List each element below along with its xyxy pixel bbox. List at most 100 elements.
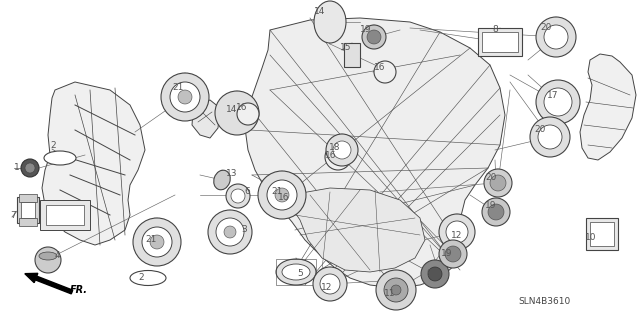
Text: 19: 19	[360, 25, 371, 33]
Circle shape	[544, 25, 568, 49]
Circle shape	[367, 30, 381, 44]
Ellipse shape	[276, 259, 316, 285]
Circle shape	[161, 73, 209, 121]
Ellipse shape	[130, 271, 166, 286]
Text: 17: 17	[547, 91, 559, 100]
Circle shape	[530, 117, 570, 157]
Circle shape	[226, 184, 250, 208]
Circle shape	[538, 125, 562, 149]
Text: 16: 16	[325, 151, 337, 160]
Bar	[21, 202, 35, 218]
Circle shape	[258, 171, 306, 219]
Text: 8: 8	[492, 26, 498, 34]
Circle shape	[490, 175, 506, 191]
Text: 16: 16	[374, 63, 385, 72]
Text: 18: 18	[329, 143, 340, 152]
Text: 3: 3	[241, 226, 247, 234]
Bar	[276, 259, 316, 285]
Circle shape	[326, 134, 358, 166]
Circle shape	[391, 285, 401, 295]
Circle shape	[142, 227, 172, 257]
Text: 15: 15	[340, 43, 351, 53]
Text: 2: 2	[138, 273, 143, 283]
Text: 20: 20	[485, 174, 497, 182]
Text: 6: 6	[244, 187, 250, 196]
Circle shape	[237, 103, 259, 125]
Ellipse shape	[282, 264, 310, 280]
Text: 12: 12	[451, 232, 462, 241]
Ellipse shape	[44, 151, 76, 165]
Text: 9: 9	[426, 269, 432, 278]
Bar	[46, 205, 84, 225]
Ellipse shape	[39, 252, 57, 260]
Circle shape	[544, 88, 572, 116]
Circle shape	[320, 274, 340, 294]
Text: FR.: FR.	[70, 285, 88, 295]
Circle shape	[231, 189, 245, 203]
Text: 10: 10	[585, 234, 596, 242]
Bar	[482, 32, 518, 52]
Ellipse shape	[214, 170, 230, 190]
Circle shape	[35, 247, 61, 273]
Text: 16: 16	[278, 194, 289, 203]
Circle shape	[439, 214, 475, 250]
Circle shape	[421, 260, 449, 288]
Circle shape	[488, 204, 504, 220]
FancyArrow shape	[25, 273, 73, 294]
Text: 20: 20	[534, 125, 545, 135]
Text: 21: 21	[271, 188, 282, 197]
Circle shape	[439, 240, 467, 268]
Bar	[40, 200, 90, 230]
Circle shape	[208, 210, 252, 254]
Bar	[590, 222, 614, 246]
Circle shape	[333, 141, 351, 159]
Circle shape	[150, 235, 164, 249]
Text: 19: 19	[485, 202, 497, 211]
Text: 5: 5	[297, 269, 303, 278]
Circle shape	[267, 180, 297, 210]
Circle shape	[446, 221, 468, 243]
Circle shape	[428, 267, 442, 281]
Circle shape	[374, 61, 396, 83]
Text: 14: 14	[314, 8, 325, 17]
Text: 14: 14	[226, 105, 237, 114]
Text: 11: 11	[384, 288, 396, 298]
Circle shape	[376, 270, 416, 310]
Text: 21: 21	[172, 84, 184, 93]
Circle shape	[362, 25, 386, 49]
Circle shape	[384, 278, 408, 302]
Polygon shape	[290, 188, 425, 272]
Bar	[586, 218, 618, 250]
Text: 2: 2	[50, 140, 56, 150]
Polygon shape	[192, 100, 220, 138]
Polygon shape	[42, 82, 145, 245]
Text: 13: 13	[226, 168, 237, 177]
Bar	[17, 197, 39, 223]
Circle shape	[224, 226, 236, 238]
Polygon shape	[245, 18, 505, 288]
Bar	[19, 194, 37, 202]
Circle shape	[178, 90, 192, 104]
Circle shape	[536, 17, 576, 57]
Circle shape	[215, 91, 259, 135]
Ellipse shape	[314, 1, 346, 43]
Text: 20: 20	[540, 24, 552, 33]
Text: SLN4B3610: SLN4B3610	[518, 298, 570, 307]
Bar	[344, 43, 360, 67]
Text: 4: 4	[55, 251, 61, 261]
Circle shape	[133, 218, 181, 266]
Bar	[19, 218, 37, 226]
Circle shape	[445, 246, 461, 262]
Text: 12: 12	[321, 284, 332, 293]
Text: 1: 1	[14, 164, 20, 173]
Text: 16: 16	[236, 103, 248, 113]
Circle shape	[325, 144, 351, 170]
Polygon shape	[580, 54, 636, 160]
Circle shape	[484, 169, 512, 197]
Circle shape	[482, 198, 510, 226]
Circle shape	[21, 159, 39, 177]
Circle shape	[536, 80, 580, 124]
Circle shape	[313, 267, 347, 301]
Circle shape	[278, 185, 302, 209]
Circle shape	[216, 218, 244, 246]
